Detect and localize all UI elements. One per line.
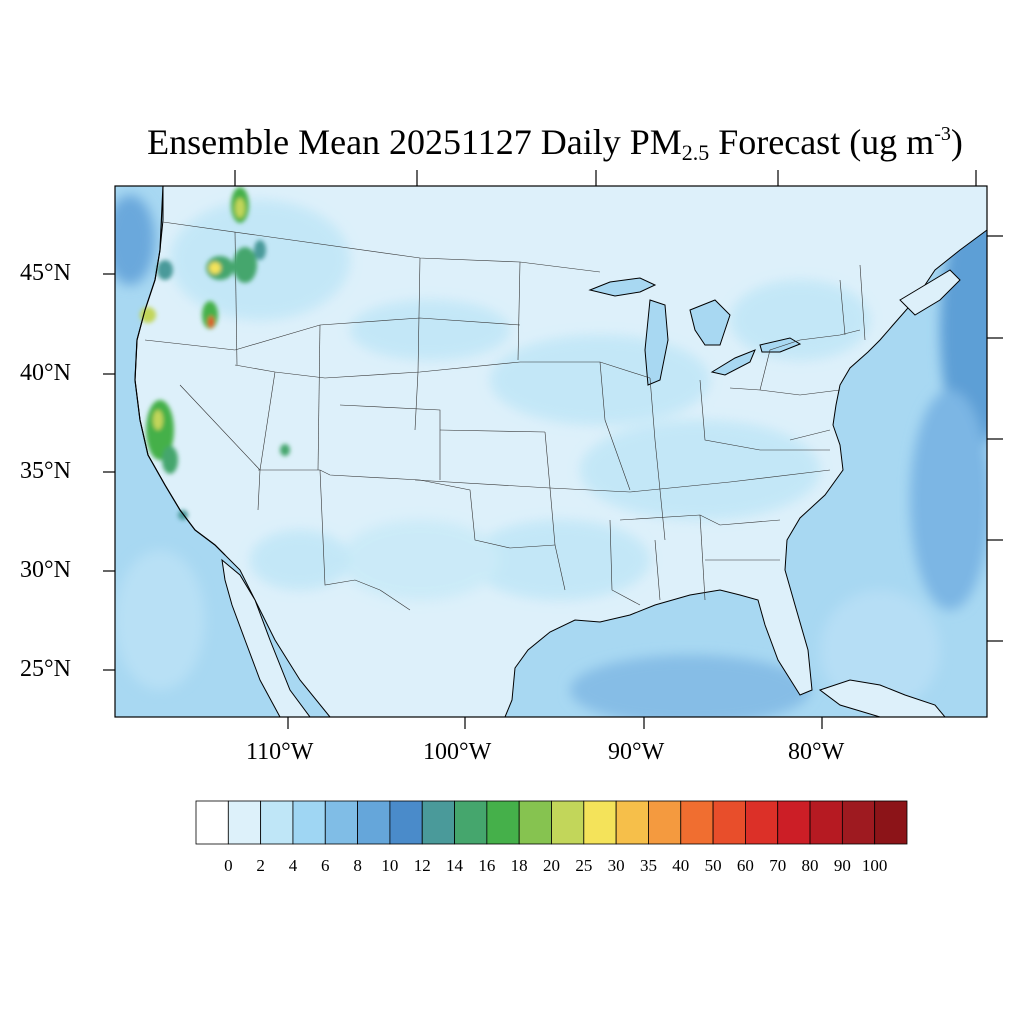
- lon-label-100w: 100°W: [423, 739, 492, 765]
- colorbar-swatch: [648, 800, 682, 845]
- colorbar-tick-label: 70: [769, 856, 787, 875]
- lat-label-45: 45°N: [20, 260, 71, 286]
- colorbar-swatch: [809, 800, 843, 845]
- colorbar-swatch: [292, 800, 326, 845]
- lat-label-25: 25°N: [20, 656, 71, 682]
- colorbar-tick-label: 30: [607, 856, 625, 875]
- west-coastline: [134, 186, 226, 556]
- lon-label-110w: 110°W: [246, 739, 314, 765]
- pm-hotspots: [140, 187, 290, 520]
- colorbar-swatch: [777, 800, 811, 845]
- colorbar-tick-label: 4: [288, 856, 298, 875]
- colorbar-swatch: [551, 800, 585, 845]
- title-superscript: -3: [934, 123, 951, 145]
- colorbar-tick-label: 8: [353, 856, 362, 875]
- colorbar-swatch: [615, 800, 649, 845]
- colorbar-tick-label: 2: [256, 856, 265, 875]
- colorbar-swatch: [841, 800, 876, 845]
- colorbar-swatch: [227, 800, 262, 845]
- title-subscript: 2.5: [681, 140, 710, 165]
- lat-label-40: 40°N: [20, 360, 71, 386]
- colorbar-tick-label: 18: [510, 856, 528, 875]
- colorbar-tick-label: 60: [736, 856, 754, 875]
- baja-peninsula: [221, 558, 311, 717]
- map-plot-area: [115, 186, 987, 717]
- great-lakes: [588, 277, 802, 386]
- colorbar-swatch: [486, 800, 520, 845]
- colorbar-tick-label: 40: [672, 856, 690, 875]
- colorbar-tick-label: 14: [446, 856, 464, 875]
- colorbar-swatch: [518, 800, 552, 845]
- colorbar-tick-label: 90: [833, 856, 851, 875]
- colorbar-swatch: [680, 800, 714, 845]
- colorbar-swatch: [260, 800, 294, 845]
- colorbar-tick-label: 0: [224, 856, 233, 875]
- colorbar-swatch: [712, 800, 746, 845]
- title-units: Forecast (ug m: [709, 122, 935, 162]
- lat-label-35: 35°N: [20, 458, 71, 484]
- colorbar-swatch: [583, 800, 617, 845]
- lon-label-90w: 90°W: [608, 739, 665, 765]
- colorbar: [195, 800, 908, 845]
- colorbar-tick-label: 12: [413, 856, 431, 875]
- colorbar-tick-label: 50: [704, 856, 722, 875]
- colorbar-tick-label: 35: [639, 856, 657, 875]
- chart-title: Ensemble Mean 20251127 Daily PM2.5 Forec…: [0, 112, 1024, 175]
- lon-label-80w: 80°W: [788, 739, 845, 765]
- colorbar-swatch: [874, 800, 908, 845]
- colorbar-tick-label: 80: [801, 856, 819, 875]
- colorbar-swatch: [421, 800, 455, 845]
- colorbar-swatch: [389, 800, 423, 845]
- colorbar-swatch: [454, 800, 488, 845]
- nova-scotia: [899, 269, 961, 316]
- colorbar-swatch: [195, 800, 229, 845]
- colorbar-tick-label: 25: [575, 856, 593, 875]
- map-frame: [114, 185, 988, 718]
- lat-label-30: 30°N: [20, 557, 71, 583]
- colorbar-tick-label: 6: [321, 856, 330, 875]
- cuba: [818, 679, 946, 717]
- colorbar-tick-label: 20: [543, 856, 560, 875]
- title-close: ): [950, 122, 963, 162]
- colorbar-swatch: [745, 800, 779, 845]
- colorbar-swatch: [357, 800, 391, 845]
- colorbar-tick-label: 10: [381, 856, 399, 875]
- colorbar-tick-label: 100: [861, 856, 888, 875]
- state-boundaries: [144, 221, 866, 611]
- tick-marks: [103, 170, 1003, 729]
- title-main: Ensemble Mean 20251127 Daily PM: [147, 122, 682, 162]
- colorbar-tick-label: 16: [478, 856, 496, 875]
- colorbar-swatch: [324, 800, 358, 845]
